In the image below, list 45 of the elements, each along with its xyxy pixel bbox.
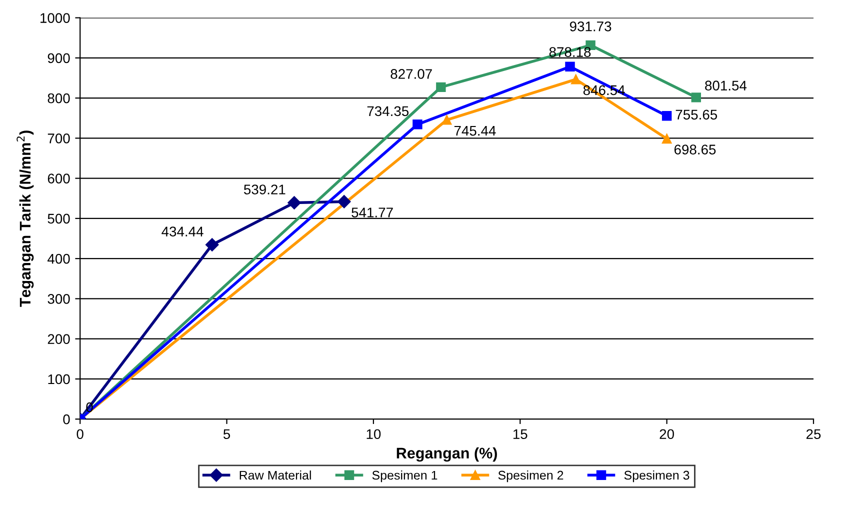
y-tick-label: 100 (48, 374, 70, 384)
point (691, 92, 702, 102)
y-tick-label: 0 (63, 414, 70, 424)
y-axis-title: Tegangan Tarik (N/mm$^{2}$) (16, 130, 34, 307)
point (288, 196, 301, 210)
point (436, 82, 446, 92)
point (338, 195, 351, 208)
data-label: 0 (86, 402, 93, 412)
x-tick-label: 20 (660, 429, 674, 440)
data-label: 541.77 (352, 208, 393, 218)
x-tick-label: 15 (513, 429, 528, 440)
point (412, 120, 422, 130)
data-label: 434.44 (162, 226, 204, 236)
y-tick-label: 800 (48, 93, 70, 104)
data-label: 539.21 (244, 184, 286, 194)
point (571, 74, 581, 84)
x-tick-label: 5 (223, 429, 230, 440)
x-tick-label: 0 (76, 429, 84, 440)
point (206, 238, 219, 252)
x-tick-label: 10 (366, 429, 381, 440)
data-label: 698.65 (674, 144, 716, 154)
y-tick-label: 1000 (40, 13, 70, 23)
data-label: 745.44 (454, 126, 496, 136)
y-tick-label: 200 (48, 334, 70, 344)
y-tick-label: 600 (48, 174, 70, 184)
legend-label: Spesimen 3 (624, 470, 690, 482)
legend-label: Spesimen 2 (498, 470, 564, 482)
point (565, 62, 575, 72)
y-tick-label: 700 (48, 134, 70, 144)
data-label: 827.07 (390, 69, 432, 79)
y-tick-label: 500 (48, 214, 70, 224)
point (662, 110, 672, 121)
data-label: 801.54 (705, 80, 747, 91)
data-label: 734.35 (367, 106, 409, 116)
point (442, 115, 452, 125)
legend-label: Raw Material (240, 470, 311, 480)
y-tick-label: 300 (48, 294, 70, 304)
x-axis-title: Regangan (%) (396, 447, 497, 462)
point (662, 134, 672, 144)
y-tick-label: 400 (48, 254, 70, 264)
y-tick-label: 900 (48, 53, 70, 64)
data-label: 931.73 (570, 21, 612, 32)
data-label: 755.65 (676, 110, 718, 120)
x-tick-label: 25 (806, 429, 821, 440)
legend-label: Spesimen 1 (372, 470, 438, 482)
